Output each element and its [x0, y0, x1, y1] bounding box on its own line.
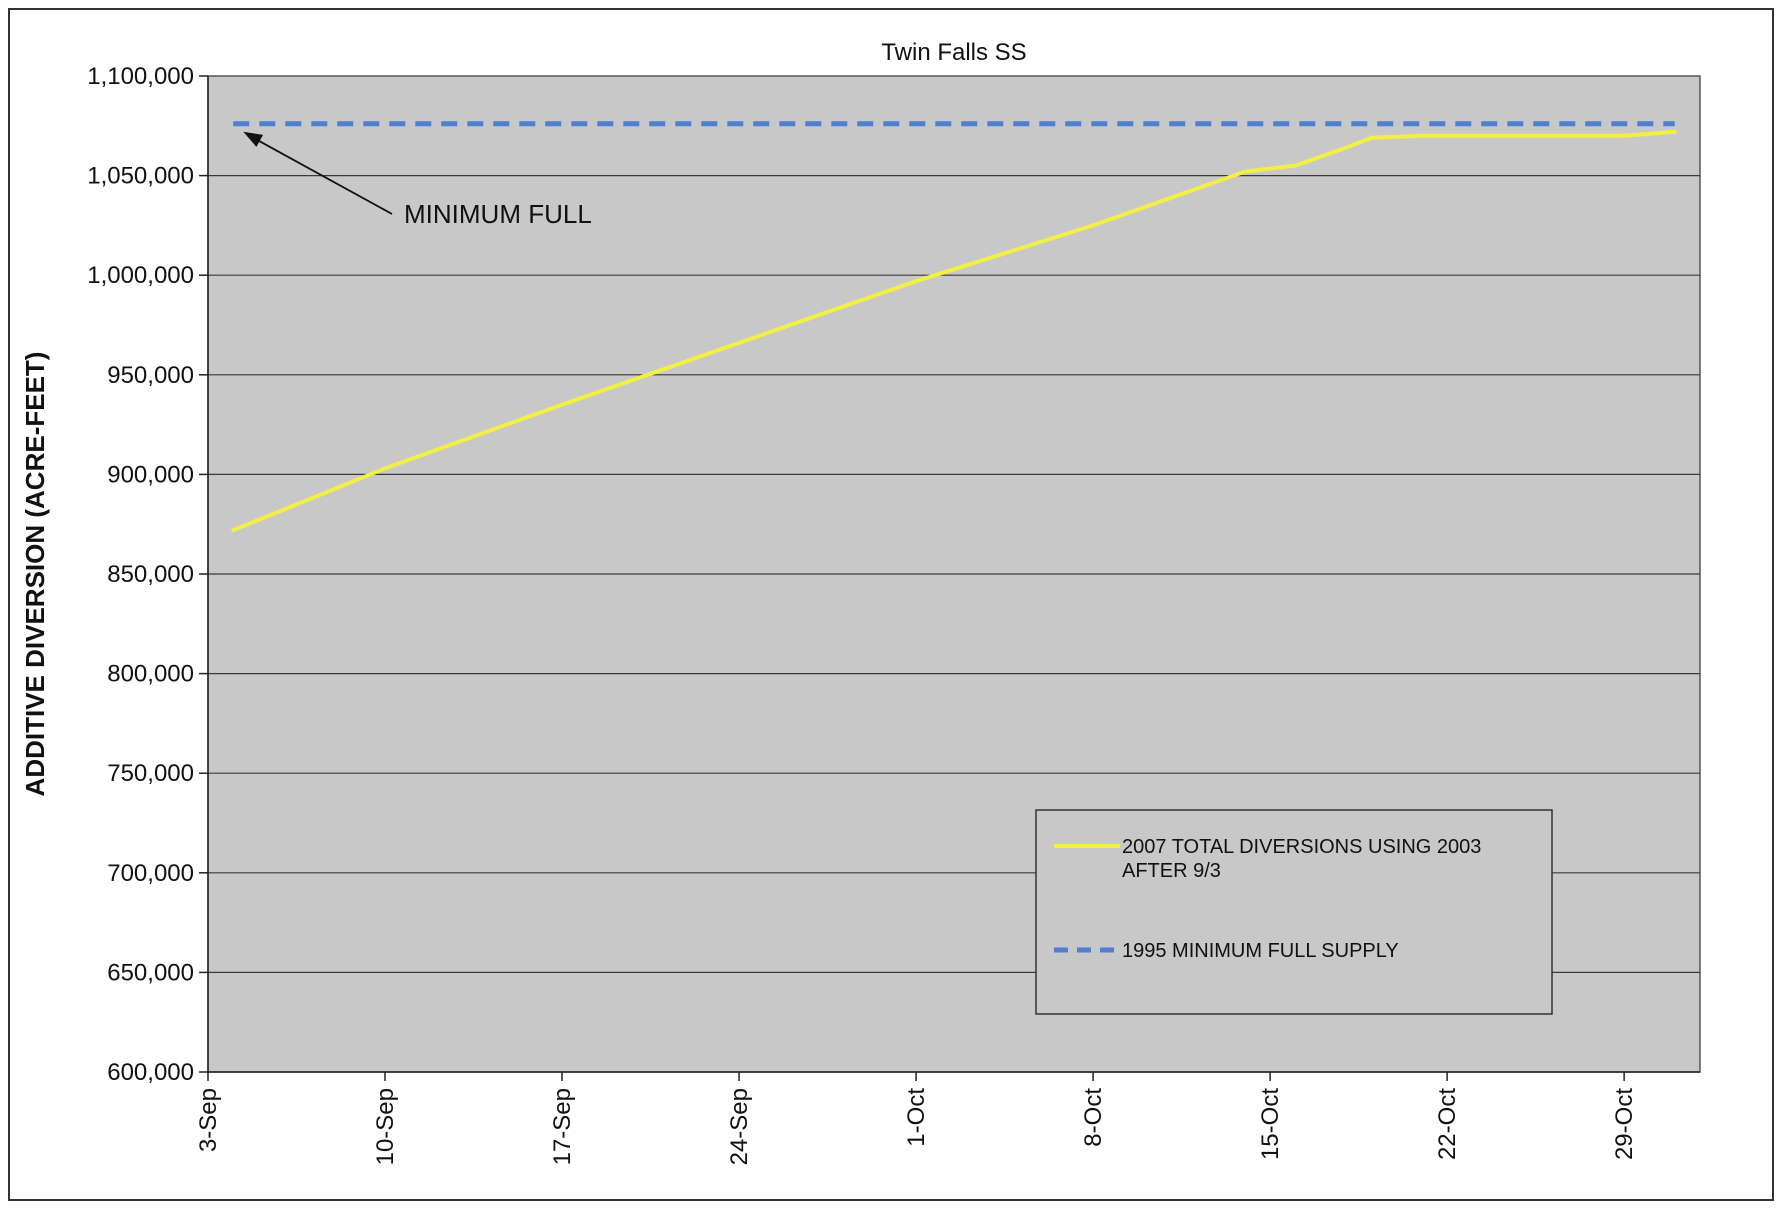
y-tick-label: 650,000: [107, 959, 194, 986]
x-tick-label: 24-Sep: [726, 1088, 753, 1165]
chart-title: Twin Falls SS: [881, 39, 1026, 66]
legend: 2007 TOTAL DIVERSIONS USING 2003 AFTER 9/…: [1035, 809, 1553, 1015]
series-layer: [231, 121, 1677, 533]
x-axis: 3-Sep 10-Sep 17-Sep 24-Sep 1-Oct 8-Oct 15-Oct 2…: [195, 1071, 1700, 1165]
x-tick-label: 3-Sep: [195, 1088, 222, 1152]
y-axis: 600,000 650,000 700,000 750,000 800,000 850,0…: [87, 63, 209, 1086]
legend-box: [1035, 809, 1553, 1015]
x-tick-label: 1-Oct: [903, 1088, 930, 1147]
x-tick-label: 10-Sep: [372, 1088, 399, 1165]
y-tick-label: 1,000,000: [87, 262, 194, 289]
x-tick-label: 29-Oct: [1611, 1088, 1638, 1160]
y-tick-label: 950,000: [107, 362, 194, 389]
x-tick-label: 15-Oct: [1257, 1088, 1284, 1160]
y-tick-label: 600,000: [107, 1059, 194, 1086]
y-tick-label: 700,000: [107, 860, 194, 887]
annotation-arrow-line: [252, 137, 393, 215]
gridlines: [208, 175, 1700, 974]
legend-label-minimum-full-supply: 1995 MINIMUM FULL SUPPLY: [1122, 940, 1399, 962]
x-tick-label: 22-Oct: [1434, 1088, 1461, 1160]
annotation-layer: MINIMUM FULL: [243, 131, 592, 229]
y-tick-label: 900,000: [107, 461, 194, 488]
y-tick-label: 1,050,000: [87, 163, 194, 190]
x-tick-label: 17-Sep: [549, 1088, 576, 1165]
y-tick-label: 750,000: [107, 760, 194, 787]
y-tick-label: 1,100,000: [87, 63, 194, 90]
legend-label-total-diversions: 2007 TOTAL DIVERSIONS USING 2003 AFTER 9/…: [1122, 836, 1481, 882]
y-axis-label: ADDITIVE DIVERSION (ACRE-FEET): [20, 352, 50, 797]
series-line-total-diversions: [231, 129, 1677, 533]
annotation-text: MINIMUM FULL: [404, 199, 592, 229]
x-tick-label: 8-Oct: [1080, 1088, 1107, 1147]
y-tick-label: 850,000: [107, 561, 194, 588]
annotation-arrowhead: [243, 131, 264, 147]
y-tick-label: 800,000: [107, 661, 194, 688]
